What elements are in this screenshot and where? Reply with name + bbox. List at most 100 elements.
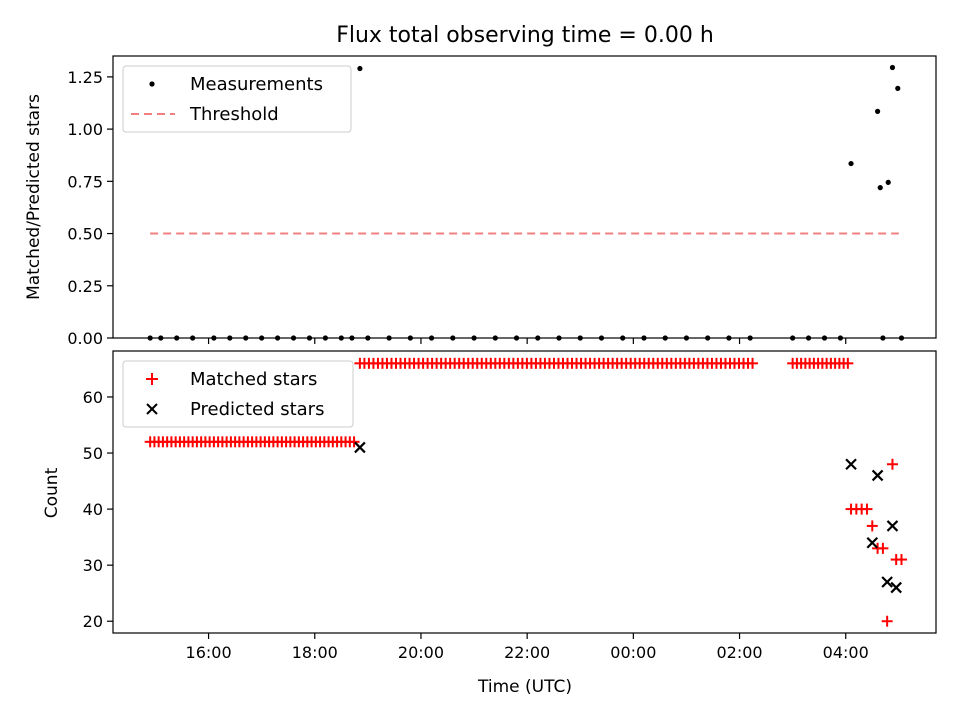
- measurement-point: [726, 335, 732, 341]
- x-tick-label: 00:00: [610, 643, 656, 662]
- measurement-point: [322, 335, 328, 341]
- x-tick-label: 02:00: [716, 643, 762, 662]
- top-y-tick-label: 0.25: [67, 277, 103, 296]
- top-y-tick-label: 1.25: [67, 68, 103, 87]
- matched-star-point: [866, 520, 878, 532]
- bottom-plot-frame: [112, 350, 937, 634]
- top-y-axis-label: Matched/Predicted stars: [24, 94, 44, 300]
- bottom-y-tick-label: 50: [83, 444, 103, 463]
- matched-star-point: [881, 615, 893, 627]
- legend-measurements-label: Measurements: [190, 74, 323, 95]
- x-tick-label: 16:00: [186, 643, 232, 662]
- measurement-point: [790, 335, 796, 341]
- x-tick-label: 20:00: [398, 643, 444, 662]
- measurement-point: [338, 335, 344, 341]
- measurement-point: [641, 335, 647, 341]
- measurement-point: [880, 335, 886, 341]
- bottom-panel: 20 30 40 50 60 16:00 18:00 20:00 22:00 00:00 02:0…: [42, 338, 937, 697]
- chart-title: Flux total observing time = 0.00 h: [336, 23, 714, 48]
- legend-matched-label: Matched stars: [190, 369, 317, 390]
- predicted-star-point: [354, 441, 366, 454]
- top-y-ticks: 0.00 0.25 0.50 0.75 1.00 1.25: [67, 68, 113, 348]
- measurement-point: [227, 335, 233, 341]
- measurement-point: [492, 335, 498, 341]
- measurement-point: [747, 335, 753, 341]
- bottom-y-tick-label: 20: [83, 612, 103, 631]
- legend-matched-marker: [146, 373, 158, 385]
- measurement-point: [837, 335, 844, 341]
- measurement-point: [174, 335, 180, 341]
- measurement-point: [662, 335, 668, 341]
- predicted-star-point: [881, 576, 893, 588]
- x-tick-label: 18:00: [292, 643, 338, 662]
- measurement-point: [290, 335, 297, 341]
- predicted-star-point: [871, 469, 884, 482]
- measurement-point: [848, 160, 854, 167]
- x-axis-label: Time (UTC): [477, 677, 572, 697]
- matched-star-point: [877, 542, 889, 554]
- measurement-point: [705, 335, 711, 341]
- measurement-point: [357, 65, 363, 72]
- bottom-y-ticks: 20 30 40 50 60: [83, 388, 113, 631]
- measurement-point: [365, 335, 371, 341]
- measurement-point: [243, 335, 249, 341]
- measurement-point: [620, 335, 626, 341]
- measurement-point: [275, 335, 281, 341]
- top-plot-frame: [112, 55, 937, 339]
- measurement-point: [349, 335, 355, 341]
- top-y-tick-label: 0.50: [67, 225, 103, 244]
- x-tick-label: 22:00: [504, 643, 550, 662]
- measurement-point: [190, 335, 196, 341]
- measurement-point: [683, 335, 690, 341]
- bottom-y-tick-label: 30: [83, 556, 103, 575]
- matched-star-point: [747, 357, 759, 369]
- measurement-point: [428, 335, 435, 341]
- measurement-point: [158, 335, 164, 341]
- measurement-point: [259, 335, 265, 341]
- measurement-point: [898, 335, 905, 341]
- measurement-point: [889, 64, 896, 71]
- bottom-legend: Matched stars Predicted stars: [122, 360, 354, 428]
- measurement-point: [535, 335, 541, 341]
- legend-measurements-marker: [149, 81, 155, 87]
- top-series: [147, 64, 905, 341]
- matched-star-point: [842, 357, 854, 369]
- measurement-point: [877, 185, 883, 191]
- measurement-point: [386, 335, 392, 341]
- legend-predicted-label: Predicted stars: [190, 399, 324, 420]
- bottom-series: [144, 357, 907, 627]
- measurement-point: [306, 335, 313, 341]
- bottom-x-ticks: 16:00 18:00 20:00 22:00 00:00 02:00 04:00: [186, 338, 869, 662]
- measurement-point: [211, 335, 217, 341]
- measurement-point: [821, 335, 828, 341]
- top-y-tick-label: 0.00: [67, 329, 103, 348]
- measurement-point: [471, 335, 477, 341]
- predicted-star-point: [845, 458, 857, 471]
- measurement-point: [874, 108, 881, 114]
- measurement-point: [407, 335, 413, 341]
- top-legend: Measurements Threshold: [122, 65, 352, 133]
- matched-star-point: [348, 436, 360, 448]
- measurement-point: [895, 85, 901, 91]
- legend-threshold-label: Threshold: [189, 104, 279, 125]
- measurement-point: [147, 335, 153, 341]
- measurement-point: [885, 179, 891, 185]
- legend-predicted-marker: [146, 403, 158, 415]
- predicted-star-point: [890, 581, 902, 594]
- top-panel: 0.00 0.25 0.50 0.75 1.00 1.25 Matched/Predict…: [24, 55, 937, 348]
- top-y-tick-label: 0.75: [67, 172, 103, 191]
- top-y-tick-label: 1.00: [67, 120, 103, 139]
- x-tick-label: 04:00: [823, 643, 869, 662]
- measurement-point: [450, 335, 456, 341]
- measurement-point: [577, 335, 583, 341]
- bottom-y-tick-label: 60: [83, 388, 103, 407]
- measurement-point: [556, 335, 562, 341]
- bottom-y-tick-label: 40: [83, 500, 103, 519]
- measurement-point: [598, 335, 605, 341]
- measurement-point: [513, 335, 520, 341]
- matched-star-point: [886, 458, 898, 470]
- bottom-y-axis-label: Count: [42, 467, 62, 518]
- predicted-star-point: [886, 520, 899, 532]
- matched-star-point: [861, 503, 873, 515]
